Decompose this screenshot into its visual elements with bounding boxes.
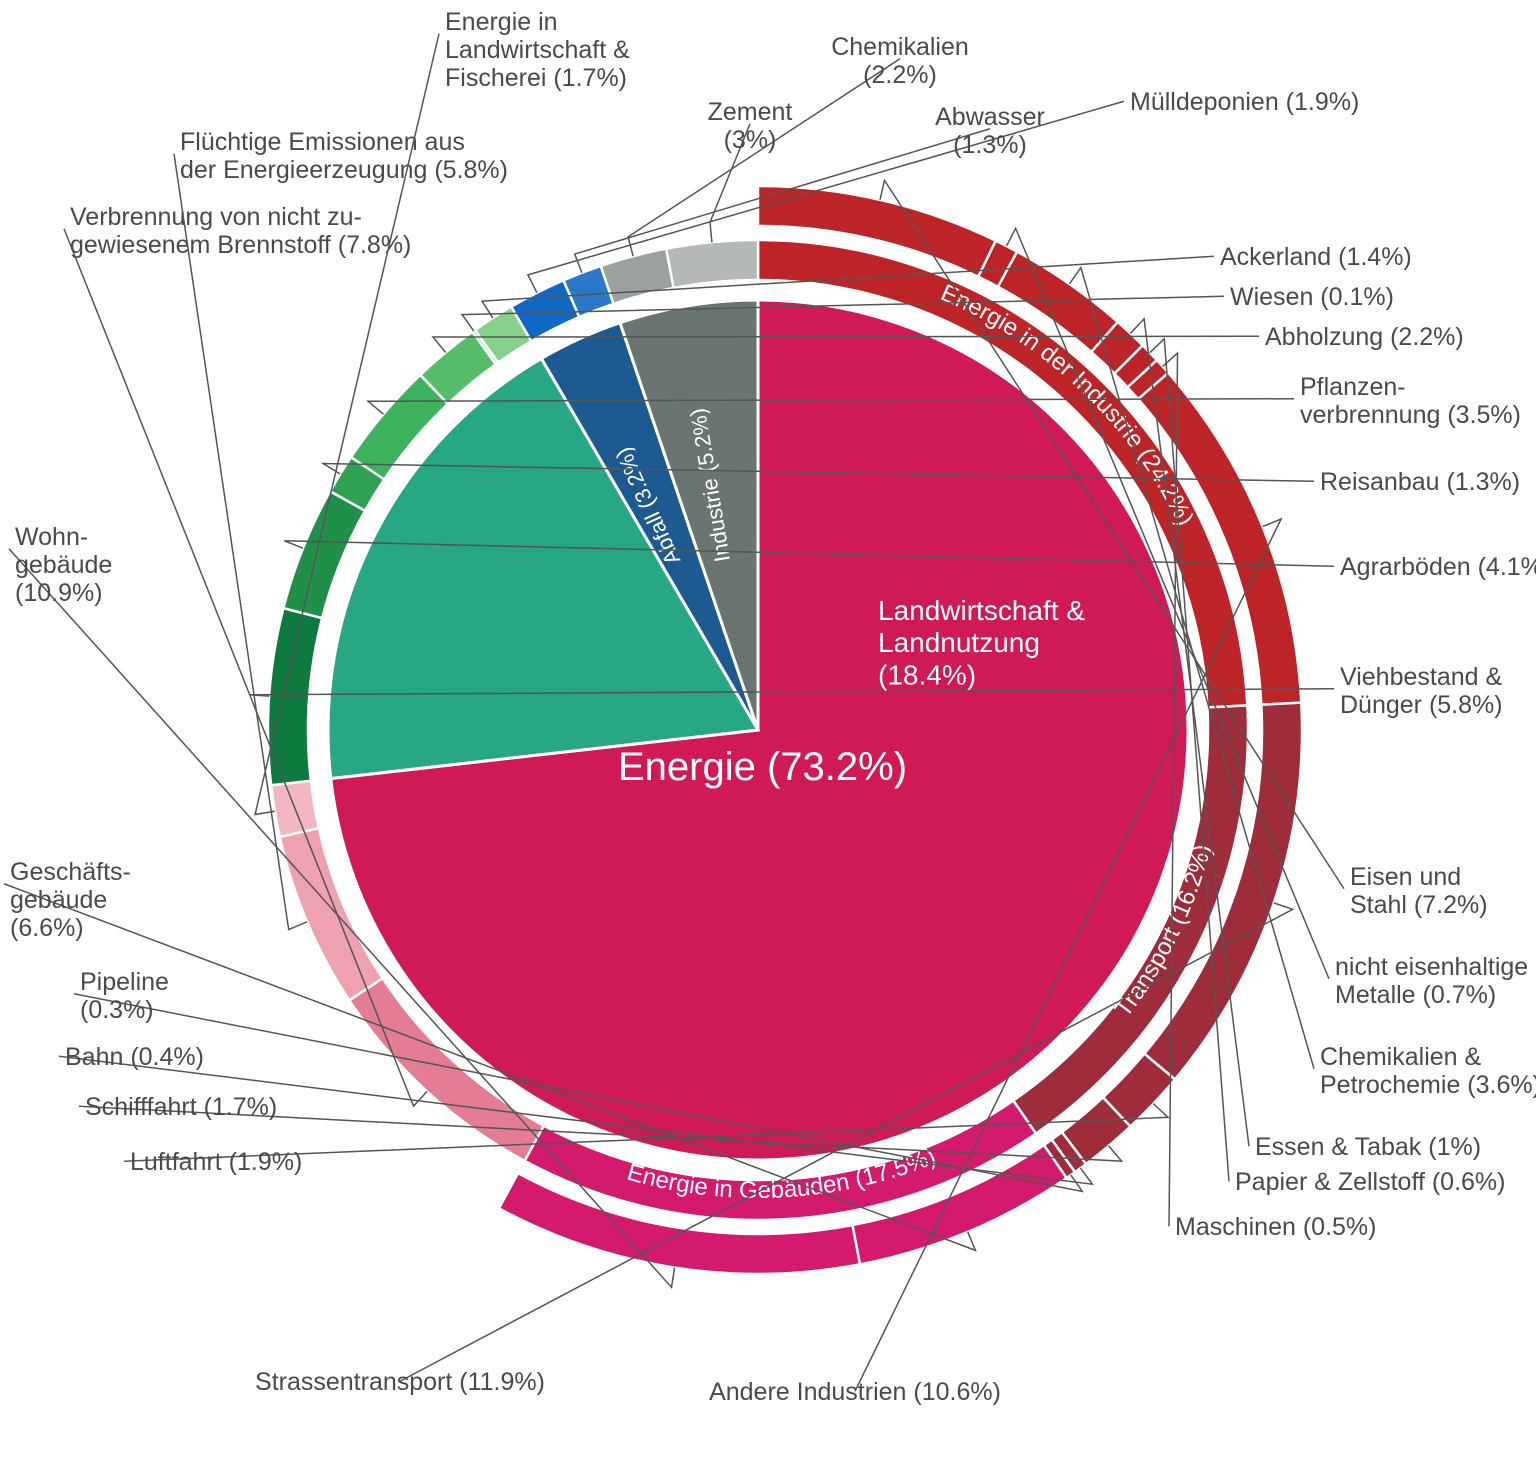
outer-label-brand: Pflanzen-verbrennung (3.5%) bbox=[1300, 373, 1521, 429]
outer-label-petro: Chemikalien &Petrochemie (3.6%) bbox=[1320, 1043, 1536, 1099]
outer-label-luft: Luftfahrt (1.9%) bbox=[130, 1148, 302, 1176]
outer-label-brennstoff: Verbrennung von nicht zu-gewiesenem Bren… bbox=[70, 203, 411, 259]
outer-label-agrar: Agrarböden (4.1%) bbox=[1340, 553, 1536, 581]
outer-label-deponie: Mülldeponien (1.9%) bbox=[1130, 88, 1359, 116]
outer-label-masch: Maschinen (0.5%) bbox=[1175, 1213, 1376, 1241]
emissions-sunburst: Energie (73.2%)Landwirtschaft &Landnutzu… bbox=[0, 0, 1536, 1470]
outer-label-wiesen: Wiesen (0.1%) bbox=[1230, 283, 1394, 311]
outer-label-pipeline: Pipeline(0.3%) bbox=[80, 968, 169, 1024]
ring2-vieh bbox=[268, 608, 322, 785]
outer-label-reis: Reisanbau (1.3%) bbox=[1320, 468, 1520, 496]
outer-label-chem: Chemikalien(2.2%) bbox=[831, 33, 969, 89]
outer-label-zement: Zement(3%) bbox=[708, 98, 793, 154]
outer-label-fluechtig: Flüchtige Emissionen ausder Energieerzeu… bbox=[180, 128, 508, 184]
ring2-zement bbox=[666, 240, 758, 288]
outer-label-abholz: Abholzung (2.2%) bbox=[1265, 323, 1464, 351]
outer-label-agri_energy: Energie inLandwirtschaft &Fischerei (1.7… bbox=[445, 8, 630, 92]
outer-label-papier: Papier & Zellstoff (0.6%) bbox=[1235, 1168, 1505, 1196]
outer-label-andere: Andere Industrien (10.6%) bbox=[709, 1378, 1001, 1406]
outer-label-vieh: Viehbestand &Dünger (5.8%) bbox=[1340, 663, 1503, 719]
outer-label-geschaeft: Geschäfts-gebäude(6.6%) bbox=[10, 858, 131, 942]
outer-label-nfe: nicht eisenhaltigeMetalle (0.7%) bbox=[1335, 953, 1528, 1009]
outer-label-strasse: Strassentransport (11.9%) bbox=[255, 1368, 545, 1396]
outer-label-schiff: Schifffahrt (1.7%) bbox=[85, 1093, 277, 1121]
outer-label-acker: Ackerland (1.4%) bbox=[1220, 243, 1412, 271]
label-energie: Energie (73.2%) bbox=[618, 745, 907, 789]
outer-label-abwasser: Abwasser(1.3%) bbox=[935, 103, 1045, 159]
outer-label-wohn: Wohn-gebäude(10.9%) bbox=[15, 523, 112, 607]
outer-label-essen: Essen & Tabak (1%) bbox=[1255, 1133, 1481, 1161]
ring2-chem bbox=[601, 249, 674, 304]
outer-label-eisen: Eisen undStahl (7.2%) bbox=[1350, 863, 1488, 919]
outer-label-bahn: Bahn (0.4%) bbox=[65, 1043, 204, 1071]
